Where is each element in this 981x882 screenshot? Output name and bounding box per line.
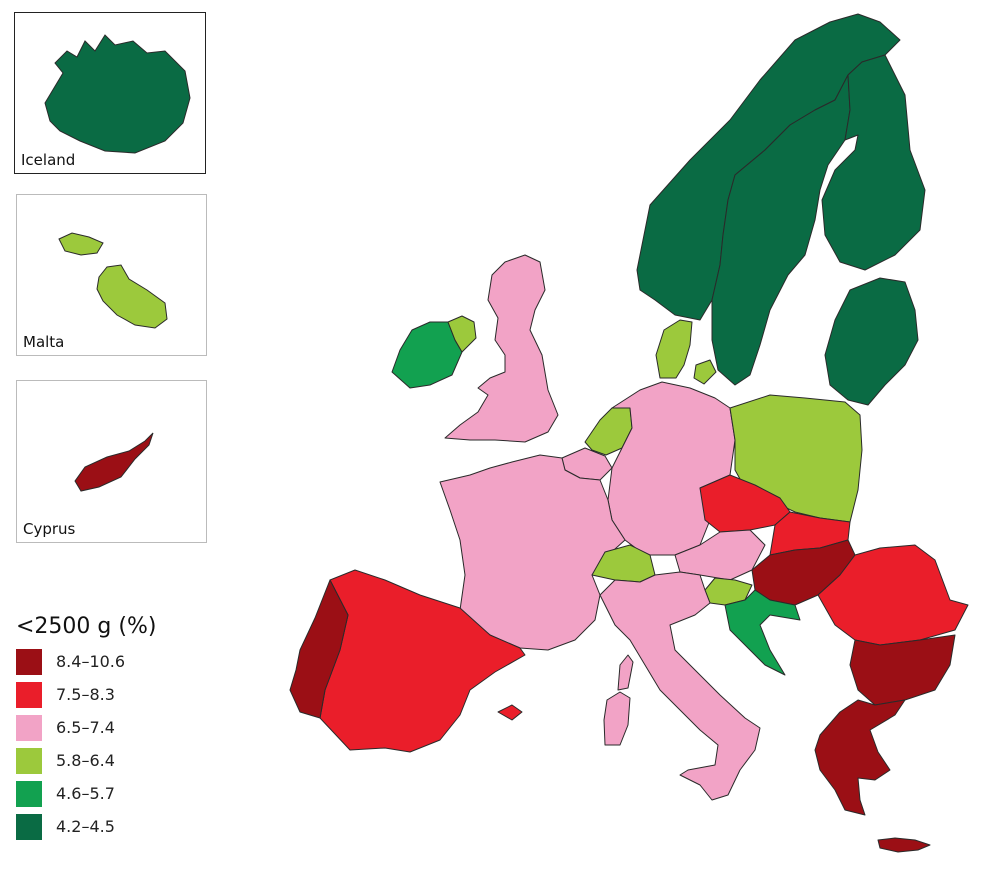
legend-item: 4.6–5.7 (16, 777, 156, 810)
inset-iceland: Iceland (14, 12, 206, 174)
legend-label: 4.6–5.7 (56, 784, 115, 803)
legend-label: 5.8–6.4 (56, 751, 115, 770)
country-malta-gozo (58, 232, 104, 256)
legend-title: <2500 g (%) (16, 614, 157, 639)
legend-label: 7.5–8.3 (56, 685, 115, 704)
country-greece-crete (877, 837, 931, 853)
inset-label-cyprus: Cyprus (23, 520, 76, 538)
country-slovenia[interactable] (704, 577, 753, 606)
inset-malta: Malta (16, 194, 207, 356)
legend-label: 8.4–10.6 (56, 652, 126, 671)
country-spain-baleares (497, 704, 523, 721)
country-denmark[interactable] (655, 319, 693, 379)
legend-rows: 8.4–10.6 7.5–8.3 6.5–7.4 5.8–6.4 4.6–5.7 4.2–… (16, 645, 156, 843)
legend-label: 6.5–7.4 (56, 718, 115, 737)
country-northern-ireland[interactable] (447, 315, 477, 353)
legend-label: 4.2–4.5 (56, 817, 115, 836)
legend-swatch (16, 648, 42, 675)
country-cyprus[interactable] (74, 432, 154, 492)
legend-swatch (16, 681, 42, 708)
country-denmark-islands (693, 359, 717, 385)
legend-swatch (16, 780, 42, 807)
map-legend: <2500 g (%) 8.4–10.6 7.5–8.3 6.5–7.4 5.8–6.… (16, 614, 156, 843)
country-united-kingdom[interactable] (444, 254, 559, 443)
country-malta[interactable] (96, 264, 168, 329)
country-iceland[interactable] (44, 34, 191, 154)
legend-item: 8.4–10.6 (16, 645, 156, 678)
legend-item: 6.5–7.4 (16, 711, 156, 744)
country-sweden[interactable] (711, 74, 851, 386)
legend-item: 5.8–6.4 (16, 744, 156, 777)
country-greece[interactable] (814, 699, 906, 816)
country-baltics[interactable] (824, 277, 919, 406)
country-finland[interactable] (821, 54, 926, 271)
inset-label-malta: Malta (23, 333, 65, 351)
country-italy[interactable] (599, 571, 761, 801)
country-portugal[interactable] (289, 579, 349, 719)
legend-swatch (16, 813, 42, 840)
country-bulgaria[interactable] (849, 634, 956, 706)
inset-cyprus: Cyprus (16, 380, 207, 543)
legend-swatch (16, 747, 42, 774)
inset-label-iceland: Iceland (21, 151, 76, 169)
legend-swatch (16, 714, 42, 741)
country-italy-sardinia (603, 691, 631, 746)
legend-item: 4.2–4.5 (16, 810, 156, 843)
country-france-corsica (617, 654, 634, 691)
legend-item: 7.5–8.3 (16, 678, 156, 711)
country-croatia[interactable] (724, 589, 801, 676)
